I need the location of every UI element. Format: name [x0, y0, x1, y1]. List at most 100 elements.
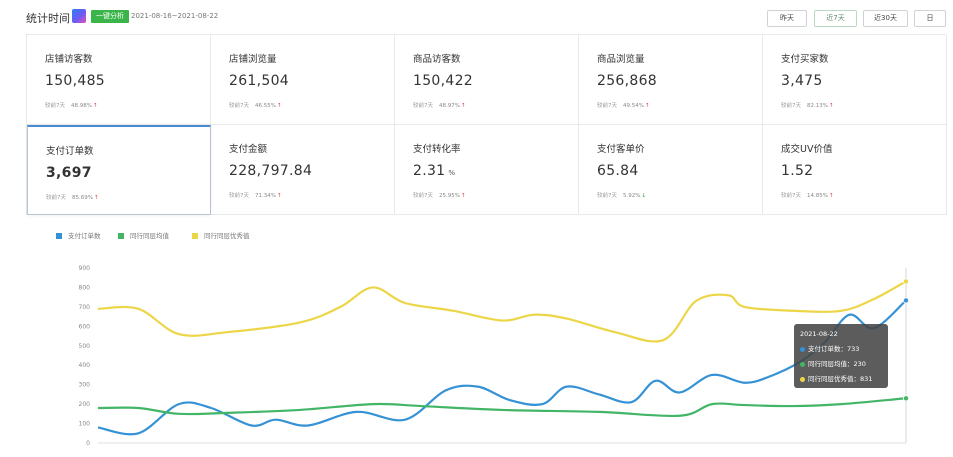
line-chart-svg: 0 100 200 300 400 500 600 700 800 900 [79, 265, 910, 447]
stat-card[interactable]: 支付买家数 3,475 较前7天 82.13%↑ [763, 35, 947, 125]
stat-grid: 店铺访客数 150,485 较前7天 48.98%↑ 店铺浏览量 261,504 较前7天 4… [26, 34, 947, 215]
stat-value: 150,485 [45, 73, 105, 89]
tooltip-row-value: 230 [853, 360, 866, 368]
tooltip-row-orders: 支付订单数：733 [800, 343, 882, 353]
stat-card[interactable]: 店铺访客数 150,485 较前7天 48.98%↑ [27, 35, 211, 125]
stat-label: 支付转化率 [413, 144, 461, 155]
stat-value: 3,697 [46, 165, 92, 181]
one-click-analysis-button[interactable]: 一键分析 [91, 10, 129, 23]
tooltip-row-peer-excellent: 同行同层优秀值：831 [800, 373, 882, 383]
tooltip-row-value: 831 [860, 375, 873, 383]
arrow-up-icon: ↑ [644, 103, 650, 109]
stat-value: 65.84 [597, 163, 639, 179]
compare-percent: 85.69% [72, 195, 93, 201]
tooltip-dot-green [800, 361, 805, 367]
stat-card[interactable]: 店铺浏览量 261,504 较前7天 46.55%↑ [211, 35, 395, 125]
compare-label: 较前7天 [597, 103, 617, 109]
last-30-days-button[interactable]: 近30天 [863, 10, 908, 27]
stat-card[interactable]: 成交UV价值 1.52 较前7天 14.85%↑ [763, 125, 947, 215]
tooltip-row-label: 同行同层优秀值 [808, 375, 854, 383]
compare-label: 较前7天 [45, 103, 65, 109]
stat-label: 支付订单数 [46, 146, 94, 157]
arrow-up-icon: ↑ [276, 103, 282, 109]
stat-card[interactable]: 支付客单价 65.84 较前7天 5.92%↓ [579, 125, 763, 215]
arrow-up-icon: ↑ [828, 103, 834, 109]
tooltip-date: 2021-08-22 [800, 330, 838, 338]
tooltip-row-value: 733 [847, 345, 860, 353]
legend-swatch-blue [56, 233, 62, 239]
stat-card[interactable]: 支付金额 228,797.84 较前7天 71.34%↑ [211, 125, 395, 215]
y-tick-label: 0 [86, 440, 90, 447]
compare-percent: 14.85% [807, 193, 828, 199]
compare-label: 较前7天 [229, 193, 249, 199]
stat-number: 150,485 [45, 73, 105, 89]
date-range: 2021-08-16~2021-08-22 [131, 12, 219, 20]
legend-item-orders[interactable]: 支付订单数 [56, 230, 101, 240]
stat-compare: 较前7天 48.97%↑ [413, 101, 466, 109]
stat-compare: 较前7天 49.54%↑ [597, 101, 650, 109]
tooltip-row-label: 支付订单数 [808, 345, 841, 353]
y-tick-label: 100 [79, 421, 91, 428]
compare-percent: 49.54% [623, 103, 644, 109]
stat-number: 1.52 [781, 163, 814, 179]
day-button[interactable]: 日 [914, 10, 946, 27]
arrow-up-icon: ↑ [460, 193, 466, 199]
stat-number: 256,868 [597, 73, 657, 89]
last-7-days-button[interactable]: 近7天 [814, 10, 857, 27]
stat-number: 3,697 [46, 165, 92, 181]
compare-percent: 71.34% [255, 193, 276, 199]
trend-chart: 支付订单数 同行同层均值 同行同层优秀值 0 100 200 300 400 500 600… [26, 216, 946, 457]
compare-percent: 82.13% [807, 103, 828, 109]
y-tick-label: 500 [79, 343, 91, 350]
stat-number: 228,797.84 [229, 163, 313, 179]
legend-item-peer-excellent[interactable]: 同行同层优秀值 [192, 230, 250, 240]
stat-label: 商品访客数 [413, 54, 461, 65]
compare-percent: 25.95% [439, 193, 460, 199]
stat-label: 支付客单价 [597, 144, 645, 155]
stat-compare: 较前7天 14.85%↑ [781, 191, 834, 199]
chart-tooltip: 2021-08-22 支付订单数：733 同行同层均值：230 同行同层优秀值：… [794, 324, 888, 388]
stat-card[interactable]: 商品访客数 150,422 较前7天 48.97%↑ [395, 35, 579, 125]
y-tick-label: 700 [79, 304, 91, 311]
stat-value: 1.52 [781, 163, 813, 179]
stat-number: 3,475 [781, 73, 823, 89]
legend-label: 同行同层优秀值 [204, 232, 250, 240]
stat-card[interactable]: 支付订单数 3,697 较前7天 85.69%↑ [27, 125, 211, 215]
stat-number: 261,504 [229, 73, 289, 89]
stat-label: 店铺访客数 [45, 54, 93, 65]
app-logo-icon [72, 9, 86, 23]
stat-unit: % [448, 169, 456, 177]
stat-compare: 较前7天 71.34%↑ [229, 191, 282, 199]
legend-swatch-green [118, 233, 124, 239]
compare-label: 较前7天 [229, 103, 249, 109]
stat-number: 150,422 [413, 73, 473, 89]
stat-number: 2.31 [413, 163, 446, 179]
stat-compare: 较前7天 46.55%↑ [229, 101, 282, 109]
stat-label: 支付金额 [229, 144, 268, 155]
arrow-down-icon: ↓ [641, 193, 647, 199]
tooltip-dot-yellow [800, 376, 805, 382]
stat-value: 256,868 [597, 73, 657, 89]
stat-compare: 较前7天 82.13%↑ [781, 101, 834, 109]
yesterday-button[interactable]: 昨天 [767, 10, 807, 27]
stat-label: 商品浏览量 [597, 54, 645, 65]
legend-label: 支付订单数 [68, 232, 101, 240]
compare-label: 较前7天 [597, 193, 617, 199]
stat-label: 成交UV价值 [781, 144, 833, 155]
line-orders-endpoint [903, 297, 910, 304]
stat-value: 2.31% [413, 163, 455, 179]
stat-card[interactable]: 支付转化率 2.31% 较前7天 25.95%↑ [395, 125, 579, 215]
tooltip-dot-blue [800, 346, 805, 352]
y-tick-label: 300 [79, 382, 91, 389]
legend-item-peer-average[interactable]: 同行同层均值 [118, 230, 169, 240]
stat-label: 店铺浏览量 [229, 54, 277, 65]
stat-compare: 较前7天 25.95%↑ [413, 191, 466, 199]
compare-label: 较前7天 [413, 103, 433, 109]
stat-compare: 较前7天 5.92%↓ [597, 191, 646, 199]
y-tick-label: 900 [79, 265, 91, 272]
tooltip-row-label: 同行同层均值 [808, 360, 847, 368]
compare-percent: 5.92% [623, 193, 641, 199]
stat-card[interactable]: 商品浏览量 256,868 较前7天 49.54%↑ [579, 35, 763, 125]
compare-percent: 48.98% [71, 103, 92, 109]
